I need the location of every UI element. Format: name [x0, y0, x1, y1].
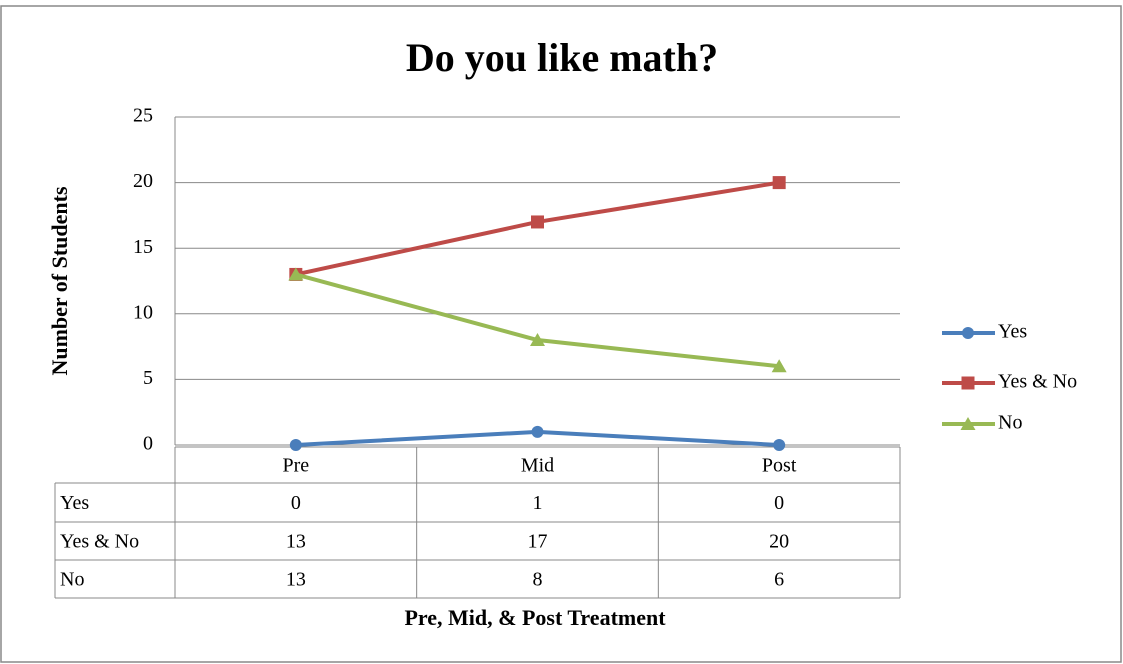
chart-border: [0, 5, 1122, 663]
table-row-label: No: [60, 569, 84, 591]
table-cell: 13: [286, 531, 306, 553]
table-cell: 17: [528, 531, 548, 553]
data-point: [531, 425, 544, 438]
legend-marker: [960, 417, 976, 430]
data-point: [288, 267, 304, 281]
x-tick-label: Pre: [282, 455, 309, 477]
data-point: [530, 333, 545, 347]
y-tick-label: 10: [133, 301, 153, 323]
x-tick-label: Post: [762, 455, 797, 477]
legend-label: Yes & No: [998, 371, 1077, 393]
table-cell: 6: [774, 569, 784, 591]
data-point: [771, 359, 787, 373]
y-tick-label: 25: [133, 105, 153, 127]
table-cell: 13: [286, 569, 306, 591]
table-cell: 0: [774, 492, 784, 514]
data-point: [773, 439, 786, 451]
chart-title: Do you like math?: [406, 35, 718, 80]
legend-label: No: [998, 412, 1022, 434]
table-cell: 0: [291, 492, 301, 514]
x-tick-label: Mid: [521, 455, 554, 477]
x-axis-label: Pre, Mid, & Post Treatment: [404, 605, 666, 630]
legend-marker: [961, 376, 975, 390]
y-tick-label: 20: [133, 170, 153, 192]
legend-marker: [962, 327, 974, 339]
table-cell: 8: [533, 569, 543, 591]
y-tick-label: 0: [143, 433, 153, 455]
data-point: [531, 215, 544, 229]
y-axis-label: Number of Students: [47, 186, 72, 376]
table-cell: 1: [533, 492, 543, 514]
legend-label: Yes: [998, 321, 1027, 343]
table-row-label: Yes & No: [60, 531, 139, 553]
y-tick-label: 15: [133, 236, 153, 258]
data-point: [289, 439, 302, 451]
table-cell: 20: [769, 531, 789, 553]
y-tick-label: 5: [143, 367, 153, 389]
table-row-label: Yes: [60, 492, 89, 514]
data-point: [772, 176, 786, 190]
